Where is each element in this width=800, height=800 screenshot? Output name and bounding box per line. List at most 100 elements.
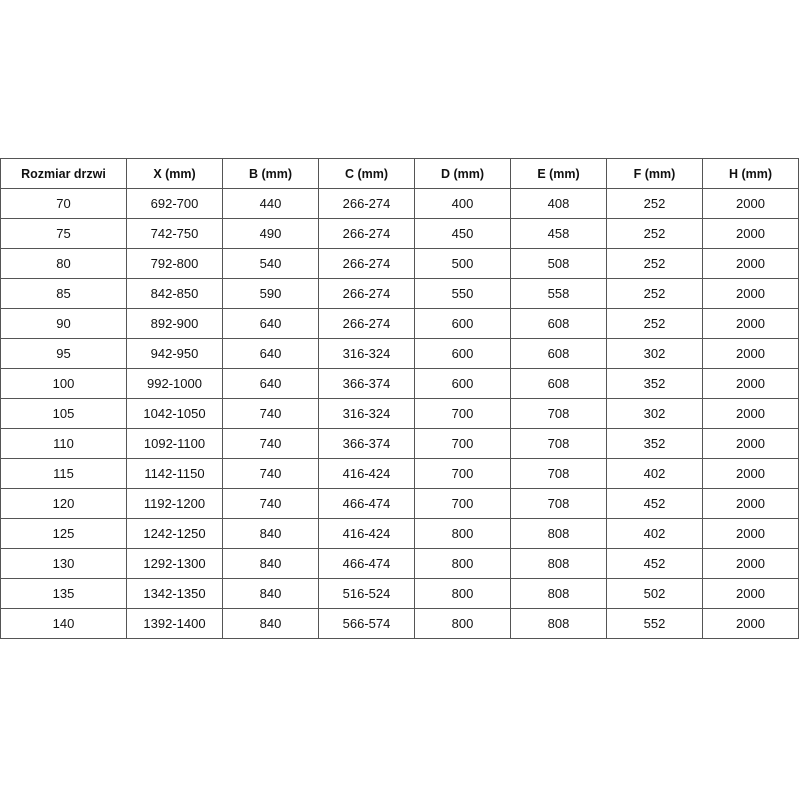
table-cell: 508 (510, 248, 607, 279)
table-cell: 352 (606, 428, 703, 459)
table-cell: 2000 (702, 578, 799, 609)
table-cell: 640 (222, 308, 319, 339)
table-cell: 2000 (702, 218, 799, 249)
table-row: 115 1142-1150 740 416-424 700 708 402 2000 (0, 458, 799, 489)
table-cell: 70 (0, 188, 127, 219)
table-cell: 808 (510, 548, 607, 579)
table-row: 95 942-950 640 316-324 600 608 302 2000 (0, 338, 799, 369)
table-cell: 458 (510, 218, 607, 249)
table-cell: 700 (414, 458, 511, 489)
table-cell: 120 (0, 488, 127, 519)
table-row: 80 792-800 540 266-274 500 508 252 2000 (0, 248, 799, 279)
table-cell: 842-850 (126, 278, 223, 309)
table-cell: 2000 (702, 488, 799, 519)
header-cell: F (mm) (606, 158, 703, 189)
table-cell: 1142-1150 (126, 458, 223, 489)
table-cell: 708 (510, 458, 607, 489)
table-container: Rozmiar drzwi X (mm) B (mm) C (mm) D (mm) E (… (0, 158, 800, 639)
header-cell: X (mm) (126, 158, 223, 189)
table-cell: 740 (222, 458, 319, 489)
header-cell: B (mm) (222, 158, 319, 189)
table-cell: 708 (510, 428, 607, 459)
table-cell: 400 (414, 188, 511, 219)
table-row: 75 742-750 490 266-274 450 458 252 2000 (0, 218, 799, 249)
table-cell: 1192-1200 (126, 488, 223, 519)
table-cell: 266-274 (318, 248, 415, 279)
header-cell: C (mm) (318, 158, 415, 189)
table-row: 70 692-700 440 266-274 400 408 252 2000 (0, 188, 799, 219)
table-cell: 140 (0, 608, 127, 639)
table-cell: 366-374 (318, 428, 415, 459)
table-cell: 252 (606, 248, 703, 279)
table-cell: 2000 (702, 398, 799, 429)
table-cell: 2000 (702, 608, 799, 639)
table-cell: 466-474 (318, 488, 415, 519)
table-row: 125 1242-1250 840 416-424 800 808 402 2000 (0, 518, 799, 549)
table-cell: 2000 (702, 368, 799, 399)
table-cell: 1242-1250 (126, 518, 223, 549)
table-cell: 800 (414, 548, 511, 579)
table-cell: 490 (222, 218, 319, 249)
table-cell: 808 (510, 518, 607, 549)
table-cell: 266-274 (318, 278, 415, 309)
table-cell: 316-324 (318, 398, 415, 429)
table-cell: 1092-1100 (126, 428, 223, 459)
table-cell: 110 (0, 428, 127, 459)
table-cell: 808 (510, 578, 607, 609)
table-cell: 252 (606, 218, 703, 249)
table-row: 90 892-900 640 266-274 600 608 252 2000 (0, 308, 799, 339)
table-cell: 266-274 (318, 218, 415, 249)
table-cell: 550 (414, 278, 511, 309)
table-cell: 608 (510, 368, 607, 399)
table-cell: 266-274 (318, 308, 415, 339)
table-cell: 302 (606, 338, 703, 369)
table-cell: 708 (510, 398, 607, 429)
table-cell: 692-700 (126, 188, 223, 219)
table-cell: 640 (222, 338, 319, 369)
table-row: 130 1292-1300 840 466-474 800 808 452 2000 (0, 548, 799, 579)
table-cell: 352 (606, 368, 703, 399)
table-cell: 792-800 (126, 248, 223, 279)
table-cell: 252 (606, 188, 703, 219)
table-cell: 552 (606, 608, 703, 639)
table-cell: 466-474 (318, 548, 415, 579)
header-cell: D (mm) (414, 158, 511, 189)
table-row: 85 842-850 590 266-274 550 558 252 2000 (0, 278, 799, 309)
table-cell: 800 (414, 608, 511, 639)
table-cell: 125 (0, 518, 127, 549)
table-cell: 800 (414, 578, 511, 609)
table-row: 110 1092-1100 740 366-374 700 708 352 2000 (0, 428, 799, 459)
table-cell: 1342-1350 (126, 578, 223, 609)
table-cell: 840 (222, 608, 319, 639)
table-cell: 105 (0, 398, 127, 429)
table-cell: 840 (222, 578, 319, 609)
table-row: 140 1392-1400 840 566-574 800 808 552 2000 (0, 608, 799, 639)
table-body: 70 692-700 440 266-274 400 408 252 2000 75 742-75… (0, 188, 799, 639)
table-cell: 566-574 (318, 608, 415, 639)
table-cell: 316-324 (318, 338, 415, 369)
table-cell: 452 (606, 548, 703, 579)
table-cell: 600 (414, 308, 511, 339)
table-cell: 1042-1050 (126, 398, 223, 429)
table-cell: 2000 (702, 428, 799, 459)
table-cell: 115 (0, 458, 127, 489)
table-cell: 800 (414, 518, 511, 549)
table-cell: 440 (222, 188, 319, 219)
table-cell: 808 (510, 608, 607, 639)
table-cell: 558 (510, 278, 607, 309)
table-cell: 2000 (702, 248, 799, 279)
table-cell: 252 (606, 308, 703, 339)
table-cell: 95 (0, 338, 127, 369)
table-cell: 892-900 (126, 308, 223, 339)
table-cell: 2000 (702, 518, 799, 549)
table-cell: 740 (222, 428, 319, 459)
table-cell: 1292-1300 (126, 548, 223, 579)
table-cell: 450 (414, 218, 511, 249)
table-row: 120 1192-1200 740 466-474 700 708 452 2000 (0, 488, 799, 519)
table-cell: 2000 (702, 308, 799, 339)
table-cell: 416-424 (318, 458, 415, 489)
table-cell: 600 (414, 368, 511, 399)
table-cell: 366-374 (318, 368, 415, 399)
table-cell: 2000 (702, 458, 799, 489)
header-row: Rozmiar drzwi X (mm) B (mm) C (mm) D (mm) E (… (0, 158, 799, 189)
